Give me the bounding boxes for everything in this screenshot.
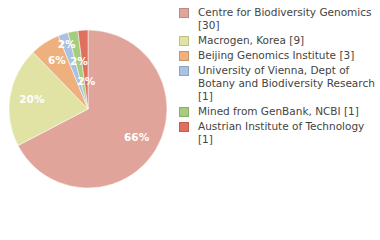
svg-text:2%: 2% [70,55,88,67]
svg-text:2%: 2% [77,75,95,87]
html-text:Austrian Institute of Technolo: Austrian Institute of Technology [1] [198,120,365,145]
html-text:Beijing Genomics Institute [3]: Beijing Genomics Institute [3] [198,49,355,61]
html-text:Centre for Biodiversity Genomi: Centre for Biodiversity Genomics [30] [198,6,372,31]
html-text:Mined from GenBank, NCBI [1]: Mined from GenBank, NCBI [1] [198,105,359,117]
svg-text:2%: 2% [58,38,76,50]
svg-text:66%: 66% [124,131,150,143]
html-text:University of Vienna, Dept of: University of Vienna, Dept of Botany and… [198,64,375,102]
svg-text:20%: 20% [19,93,45,105]
html-text:Macrogen, Korea [9]: Macrogen, Korea [9] [198,34,305,46]
svg-text:6%: 6% [48,54,66,66]
